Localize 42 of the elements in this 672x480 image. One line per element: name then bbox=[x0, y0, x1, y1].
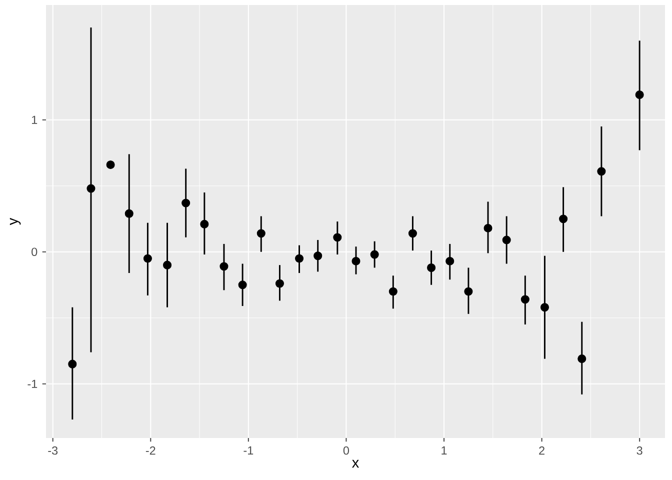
x-tick-label: 0 bbox=[343, 446, 350, 455]
y-axis-title: y bbox=[10, 218, 21, 226]
point bbox=[484, 224, 492, 232]
point bbox=[295, 254, 304, 263]
point bbox=[124, 209, 134, 218]
point bbox=[275, 279, 284, 288]
x-tick-label: -1 bbox=[244, 446, 254, 454]
point bbox=[352, 256, 360, 266]
point bbox=[182, 198, 190, 208]
point bbox=[464, 287, 473, 296]
point bbox=[68, 360, 77, 368]
point bbox=[578, 354, 586, 364]
x-tick-label: -2 bbox=[146, 446, 156, 455]
point bbox=[540, 303, 549, 312]
point bbox=[220, 262, 228, 271]
y-tick-label: 0 bbox=[32, 248, 38, 256]
y-tick-label: -1 bbox=[28, 380, 38, 388]
x-axis-title: x bbox=[352, 460, 360, 468]
point bbox=[427, 263, 436, 272]
point bbox=[502, 236, 511, 244]
point bbox=[408, 229, 417, 238]
point bbox=[200, 220, 209, 228]
x-tick-label: 2 bbox=[539, 446, 544, 455]
point bbox=[597, 167, 606, 176]
point bbox=[635, 90, 644, 100]
x-tick-label: 1 bbox=[442, 446, 447, 454]
point bbox=[388, 287, 398, 296]
point bbox=[143, 254, 152, 263]
point bbox=[314, 252, 322, 260]
point bbox=[238, 280, 247, 290]
point bbox=[520, 295, 530, 304]
point bbox=[446, 256, 454, 266]
point bbox=[106, 160, 115, 169]
point bbox=[86, 184, 96, 193]
point bbox=[333, 233, 342, 242]
point bbox=[559, 214, 568, 224]
point bbox=[370, 250, 379, 259]
x-tick-label: 3 bbox=[636, 446, 642, 455]
y-tick-label: 1 bbox=[32, 116, 38, 124]
point bbox=[256, 229, 266, 238]
x-tick-label: -3 bbox=[48, 446, 58, 455]
point bbox=[162, 260, 172, 270]
